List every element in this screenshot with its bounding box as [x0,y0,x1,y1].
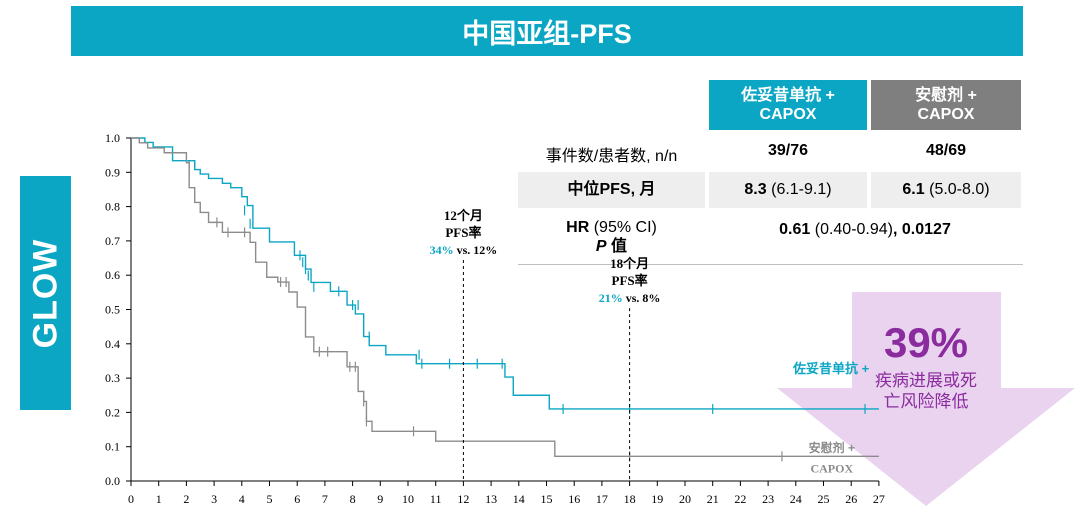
curve-label-arm1: 佐妥昔单抗 + [792,361,870,376]
x-tick-label: 24 [790,492,802,506]
y-tick-label: 0.8 [105,200,120,214]
x-tick-label: 10 [402,492,414,506]
row-label-median-pfs: 中位PFS, 月 [518,172,705,208]
events-arm1: 39/76 [767,142,809,159]
y-tick-label: 0.0 [105,474,120,488]
median-pfs-arm2: 6.1 (5.0-8.0) [871,172,1021,208]
risk-reduction-arrow [777,292,1075,506]
callout-line2: 亡风险降低 [884,392,969,411]
landmark-rates: 21% vs. 8% [599,291,661,305]
y-tick-label: 0.5 [105,303,120,317]
x-tick-label: 21 [707,492,719,506]
x-tick-label: 17 [596,492,608,506]
median-pfs-arm1: 8.3 (6.1-9.1) [709,172,867,208]
landmark-subtitle: PFS率 [612,273,648,288]
slide-title: 中国亚组-PFS [462,18,632,49]
arm1-header-line2: CAPOX [759,106,817,123]
y-tick-label: 0.3 [105,371,120,385]
y-tick-label: 0.1 [105,440,120,454]
x-tick-label: 27 [873,492,885,506]
x-tick-label: 23 [762,492,774,506]
arm2-header-line2: CAPOX [917,106,975,123]
x-tick-label: 26 [845,492,857,506]
y-tick-label: 0.9 [105,165,120,179]
events-arm2: 48/69 [925,142,967,159]
landmark-title: 18个月 [610,256,649,271]
x-tick-label: 19 [651,492,663,506]
table-header-arm2: 安慰剂 + CAPOX [871,80,1021,130]
x-tick-label: 14 [513,492,525,506]
x-tick-label: 7 [322,492,328,506]
curve-label-arm2-line2: CAPOX [810,461,853,475]
x-tick-label: 6 [294,492,300,506]
callout-line1: 疾病进展或死 [875,371,977,390]
km-curve-arm2 [131,137,879,458]
y-tick-label: 0.6 [105,268,120,282]
y-tick-label: 0.7 [105,234,120,248]
table-header-arm1: 佐妥昔单抗 + CAPOX [709,80,867,130]
table-bottom-rule [518,264,1023,265]
study-tag: GLOW [20,176,71,410]
table-row-median-pfs: 中位PFS, 月 8.3 (6.1-9.1) 6.1 (5.0-8.0) [518,172,1023,208]
x-tick-label: 25 [818,492,830,506]
x-tick-label: 4 [239,492,245,506]
x-tick-label: 5 [267,492,273,506]
x-tick-label: 20 [679,492,691,506]
landmark-subtitle: PFS率 [445,225,481,240]
row-label-hr: HR (95% CI) P 值 [566,219,657,255]
row-label-events: 事件数/患者数, n/n [545,148,678,165]
y-tick-label: 0.2 [105,405,120,419]
x-tick-label: 11 [430,492,442,506]
arm2-header-line1: 安慰剂 + [915,87,977,104]
curve-label-arm2-line1: 安慰剂 + [809,440,855,455]
table-row-events: 事件数/患者数, n/n 39/76 48/69 [518,142,1023,166]
x-tick-label: 9 [377,492,383,506]
x-tick-label: 12 [457,492,469,506]
x-tick-label: 18 [624,492,636,506]
x-tick-label: 22 [734,492,746,506]
x-tick-label: 1 [156,492,162,506]
x-tick-label: 2 [183,492,189,506]
x-tick-label: 3 [211,492,217,506]
x-tick-label: 15 [541,492,553,506]
x-tick-label: 8 [350,492,356,506]
km-curve-arm1 [131,137,879,410]
hr-value: 0.61 (0.40-0.94), 0.0127 [779,221,951,238]
slide-title-banner: 中国亚组-PFS [71,6,1023,56]
callout-percent: 39% [884,319,968,366]
x-tick-label: 16 [568,492,580,506]
landmark-rates: 34% vs. 12% [430,243,498,257]
y-tick-label: 0.4 [105,337,120,351]
arm1-header-line1: 佐妥昔单抗 + [741,87,835,104]
landmark-title: 12个月 [444,208,483,223]
x-tick-label: 13 [485,492,497,506]
y-tick-label: 1.0 [105,131,120,145]
x-tick-label: 0 [128,492,134,506]
